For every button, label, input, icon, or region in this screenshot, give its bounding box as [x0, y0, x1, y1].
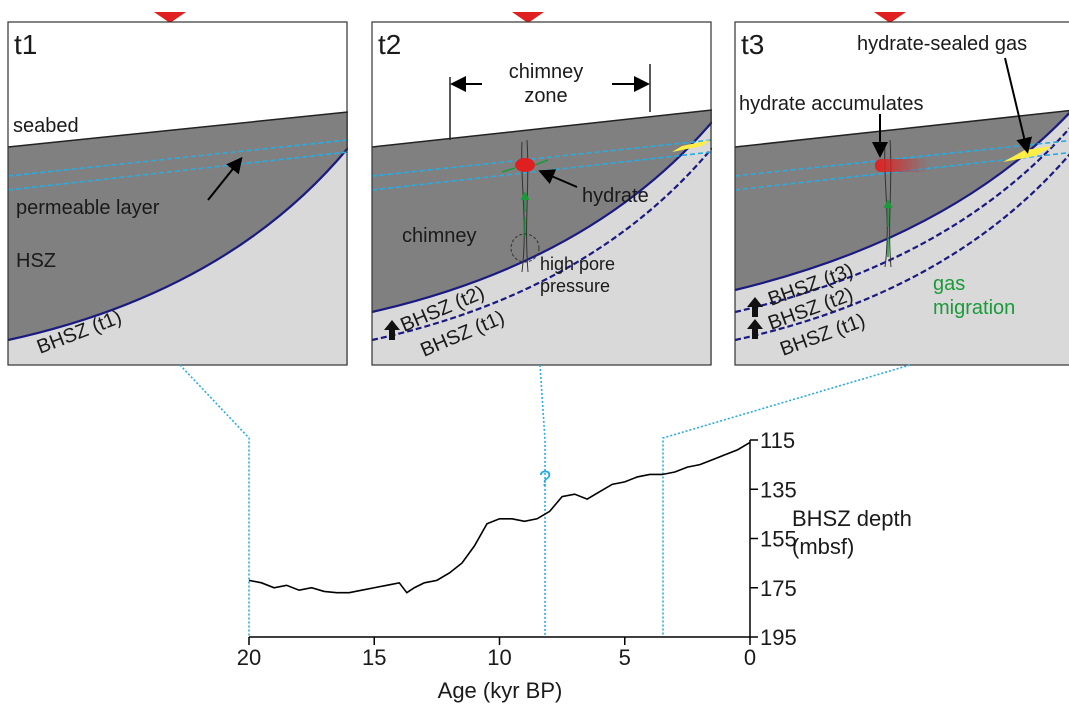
- x-tick-label: 5: [619, 645, 631, 670]
- panel: t2 chimney zone hydrate chimney high pore…: [371, 21, 712, 366]
- y-tick-label: 115: [760, 428, 795, 453]
- y-axis-label: BHSZ depth (mbsf): [792, 506, 912, 559]
- marker: [874, 12, 906, 23]
- x-tick-label: 15: [362, 645, 386, 670]
- x-axis-label: Age (kyr BP): [438, 678, 563, 703]
- chart: ? Age (kyr BP) BHSZ depth (mbsf) 20 15 10 5 0…: [237, 428, 912, 703]
- marker: [154, 12, 186, 23]
- label: hydrate-sealed gas: [857, 33, 1027, 55]
- label: chimney zone: [509, 61, 583, 107]
- x-tick-label: 20: [237, 645, 261, 670]
- marker: [512, 12, 544, 23]
- label: HSZ: [16, 250, 56, 272]
- label: high pore pressure: [540, 254, 615, 296]
- x-tick-label: 10: [487, 645, 511, 670]
- connector: [662, 364, 911, 637]
- label: gas migration: [933, 273, 1015, 319]
- panel-label: t1: [14, 29, 37, 60]
- panel: t1 seabed permeable layer HSZ BHSZ (t1): [7, 21, 348, 366]
- label: permeable layer: [16, 197, 160, 219]
- y-tick-label: 175: [760, 576, 797, 601]
- connector: [539, 364, 546, 637]
- label: seabed: [13, 115, 79, 137]
- label: hydrate accumulates: [739, 93, 924, 115]
- connector: [179, 364, 250, 637]
- annotation: ?: [539, 466, 551, 491]
- x-tick-label: 0: [744, 645, 756, 670]
- data-line: [248, 441, 751, 594]
- y-tick-label: 135: [760, 477, 797, 502]
- panel-label: t2: [378, 29, 401, 60]
- label: hydrate: [582, 185, 649, 207]
- label: chimney: [402, 225, 476, 247]
- panel-label: t3: [741, 29, 764, 60]
- y-tick-label: 195: [760, 625, 797, 650]
- panel: t3 hydrate-sealed gas hydrate accumulate…: [734, 21, 1069, 366]
- y-tick-label: 155: [760, 527, 797, 552]
